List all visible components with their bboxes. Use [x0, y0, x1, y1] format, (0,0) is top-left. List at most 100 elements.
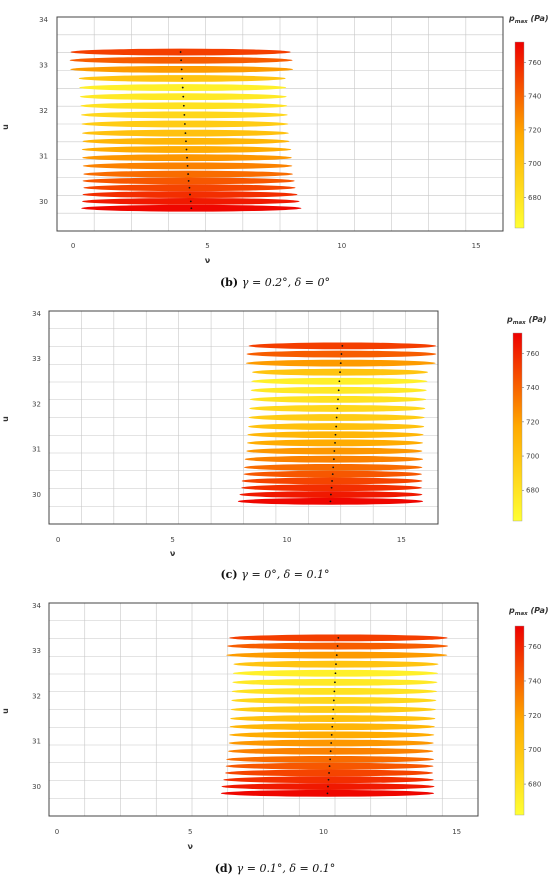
plot-frame	[56, 16, 504, 232]
chart-panel-d: 0 5 10 15 30 31 32 33 34 ν u (d) γ = 0.1°, δ = 0.1°…	[1, 602, 549, 875]
ellipse-center-point	[337, 636, 340, 639]
y-tick-label: 32	[32, 400, 41, 408]
ellipse-center-point	[182, 95, 185, 98]
ellipse-center-point	[336, 645, 339, 647]
plot-frame	[48, 602, 479, 817]
ellipse-center-point	[337, 398, 339, 401]
ellipse-center-point	[188, 186, 191, 189]
chart-panel-b: 0 5 10 15 30 31 32 33 34 ν u (b) γ = 0.2°, δ = 0° 68…	[1, 14, 549, 289]
colorbar-tick-label: 740	[526, 384, 539, 392]
ellipse-center-point	[328, 765, 331, 768]
x-axis-label: ν	[205, 256, 211, 265]
ellipse-center-point	[326, 792, 329, 795]
y-tick-label: 32	[32, 692, 41, 700]
ellipse-center-point	[189, 193, 191, 196]
ellipse-center-point	[339, 362, 342, 365]
y-tick-label: 30	[39, 198, 48, 206]
colorbar-title: pmax (Pa)	[508, 14, 549, 25]
ellipse-center-point	[328, 772, 330, 774]
plot-frame	[48, 310, 439, 525]
ellipse-center-point	[331, 473, 334, 476]
colorbar-tick-label: 700	[528, 746, 541, 754]
y-tick-label: 34	[32, 310, 41, 318]
colorbar-tick-label: 680	[526, 487, 539, 495]
ellipse-center-point	[187, 173, 190, 175]
ellipse-center-point	[189, 200, 192, 203]
x-tick-label: 0	[56, 536, 60, 544]
colorbar-tick-label: 740	[528, 93, 541, 101]
x-axis-label: ν	[187, 842, 193, 851]
ellipse-center-point	[330, 742, 333, 744]
panel-letter: (b)	[220, 276, 242, 289]
y-tick-label: 30	[32, 491, 41, 499]
ellipse-center-point	[339, 371, 341, 374]
panel-caption: (d) γ = 0.1°, δ = 0.1°	[215, 862, 336, 875]
y-tick-label: 34	[39, 16, 48, 24]
x-tick-label: 15	[452, 828, 461, 836]
colorbar-title: pmax (Pa)	[508, 606, 549, 617]
ellipse-center-point	[333, 450, 336, 452]
y-tick-label: 33	[32, 355, 41, 363]
y-tick-label: 32	[39, 107, 48, 115]
panel-parameters: γ = 0.1°, δ = 0.1°	[237, 862, 336, 875]
ellipse-center-point	[186, 164, 189, 167]
ellipse-center-point	[332, 699, 335, 702]
y-tick-label: 34	[32, 602, 41, 610]
ellipse-center-point	[334, 672, 337, 675]
y-axis-label: u	[1, 124, 10, 130]
ellipse-center-point	[330, 733, 333, 736]
ellipse-center-point	[331, 717, 334, 720]
ellipse-center-point	[185, 148, 188, 151]
ellipse-center-point	[332, 466, 335, 469]
colorbar	[514, 625, 525, 816]
panel-letter: (d)	[215, 862, 237, 875]
ellipse-center-point	[334, 681, 336, 684]
ellipse-center-point	[190, 207, 193, 210]
ellipse-center-point	[183, 123, 186, 125]
y-tick-label: 33	[32, 647, 41, 655]
x-tick-label: 10	[337, 242, 346, 250]
ellipse-center-point	[185, 140, 187, 143]
ellipse-center-point	[335, 425, 338, 428]
ellipse-center-point	[337, 389, 340, 392]
y-tick-label: 33	[39, 61, 48, 69]
ellipse-center-point	[336, 407, 339, 410]
panel-caption: (b) γ = 0.2°, δ = 0°	[220, 276, 330, 289]
ellipse-center-point	[338, 380, 341, 383]
ellipse-center-point	[181, 77, 184, 80]
ellipse-center-point	[180, 68, 183, 71]
colorbar-tick-label: 720	[528, 126, 541, 134]
y-axis-label: u	[1, 416, 10, 422]
ellipse-center-point	[334, 433, 337, 436]
colorbar-tick-label: 720	[526, 418, 539, 426]
x-tick-label: 10	[283, 536, 292, 544]
x-tick-label: 5	[170, 536, 174, 544]
colorbar-tick-label: 680	[528, 781, 541, 789]
ellipse-center-point	[334, 441, 336, 444]
ellipse-center-point	[332, 458, 335, 461]
colorbar-tick-label: 760	[528, 59, 541, 67]
ellipse-center-point	[184, 132, 187, 135]
ellipse-center-point	[331, 480, 333, 482]
ellipse-center-point	[332, 708, 335, 711]
x-tick-label: 15	[397, 536, 406, 544]
ellipse-center-point	[182, 104, 185, 107]
colorbar-title: pmax (Pa)	[506, 315, 547, 326]
y-tick-label: 31	[32, 738, 41, 746]
panel-caption: (c) γ = 0°, δ = 0.1°	[220, 568, 329, 581]
colorbar-tick-label: 740	[528, 677, 541, 685]
ellipse-center-point	[329, 500, 332, 503]
ellipse-center-point	[327, 785, 329, 788]
colorbar-tick-label: 760	[528, 643, 541, 651]
y-tick-label: 31	[32, 446, 41, 454]
y-tick-label: 30	[32, 783, 41, 791]
ellipse-center-point	[187, 180, 190, 182]
panel-letter: (c)	[220, 568, 241, 581]
ellipse-center-point	[335, 663, 337, 666]
chart-panel-c: 0 5 10 15 30 31 32 33 34 ν u (c) γ = 0°, δ = 0.1° 68…	[1, 310, 547, 581]
y-axis-label: u	[1, 708, 10, 714]
ellipse-center-point	[329, 758, 332, 761]
x-tick-label: 0	[71, 242, 75, 250]
panel-parameters: γ = 0.2°, δ = 0°	[242, 276, 330, 289]
